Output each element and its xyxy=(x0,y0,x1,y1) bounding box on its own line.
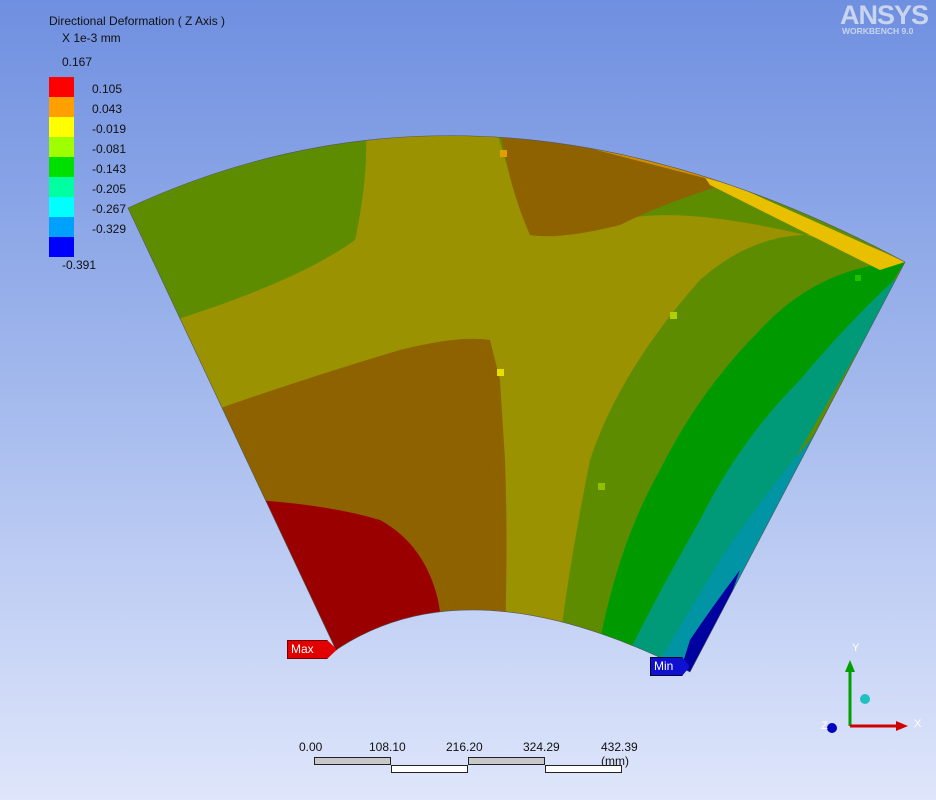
scale-segment xyxy=(314,757,391,765)
legend-level-label: -0.143 xyxy=(92,162,127,176)
logo-subtitle: WORKBENCH 9.0 xyxy=(842,26,914,36)
triad-center-sphere xyxy=(860,694,870,704)
y-axis-arrow xyxy=(845,660,855,672)
edge-band-yellow xyxy=(700,170,905,270)
legend-color-bar xyxy=(49,77,74,257)
max-probe-tag[interactable]: Max xyxy=(287,640,337,659)
scale-segment xyxy=(468,757,545,765)
triad-y-label: Y xyxy=(852,642,860,654)
model-outline xyxy=(127,135,906,673)
legend-swatch xyxy=(49,97,74,117)
marker xyxy=(855,275,861,281)
marker xyxy=(497,369,504,376)
ansys-logo: ANSYS WORKBENCH 9.0 xyxy=(838,2,930,38)
triad-x-label: X xyxy=(914,718,922,730)
legend-swatch xyxy=(49,77,74,97)
legend-level-label: -0.019 xyxy=(92,122,127,136)
legend-unit: X 1e-3 mm xyxy=(62,31,121,45)
legend-level-label: -0.267 xyxy=(92,202,127,216)
legend-level-label: -0.329 xyxy=(92,222,127,236)
marker xyxy=(500,150,507,157)
legend-max-value: 0.167 xyxy=(62,55,93,69)
region-teal xyxy=(630,270,905,673)
scale-tick-label: 324.29 xyxy=(523,740,560,754)
min-probe-tag[interactable]: Min xyxy=(650,657,690,676)
marker xyxy=(670,312,677,319)
coordinate-triad[interactable]: Y X Z xyxy=(820,640,930,740)
legend-swatch xyxy=(49,197,74,217)
legend-swatch xyxy=(49,237,74,257)
region-min-blue xyxy=(680,570,740,673)
scale-tick-label: 216.20 xyxy=(446,740,483,754)
scale-bar: 0.00 108.10 216.20 324.29 432.39 (mm) xyxy=(290,740,650,780)
legend-swatch xyxy=(49,177,74,197)
marker xyxy=(598,483,605,490)
triad-axes xyxy=(827,660,908,733)
legend-swatch xyxy=(49,137,74,157)
scale-tick-label: 108.10 xyxy=(369,740,406,754)
legend-level-label: 0.043 xyxy=(92,102,123,116)
legend-swatch xyxy=(49,217,74,237)
legend-min-value: -0.391 xyxy=(62,258,97,272)
logo-name: ANSYS xyxy=(840,0,929,30)
scale-segment xyxy=(391,765,468,773)
scale-tick-label: 432.39 (mm) xyxy=(601,740,638,768)
x-axis-arrow xyxy=(896,721,908,731)
scale-segment xyxy=(545,765,622,773)
legend-level-label: -0.205 xyxy=(92,182,127,196)
legend-swatch xyxy=(49,157,74,177)
triad-z-label: Z xyxy=(821,720,828,732)
region-max-red xyxy=(255,500,445,660)
scale-tick-label: 0.00 xyxy=(299,740,323,754)
legend-title: Directional Deformation ( Z Axis ) xyxy=(49,14,226,28)
legend-level-label: -0.081 xyxy=(92,142,127,156)
scale-bar-segments xyxy=(314,757,622,775)
legend-swatch xyxy=(49,117,74,137)
legend-level-label: 0.105 xyxy=(92,82,123,96)
z-axis-marker xyxy=(827,723,837,733)
